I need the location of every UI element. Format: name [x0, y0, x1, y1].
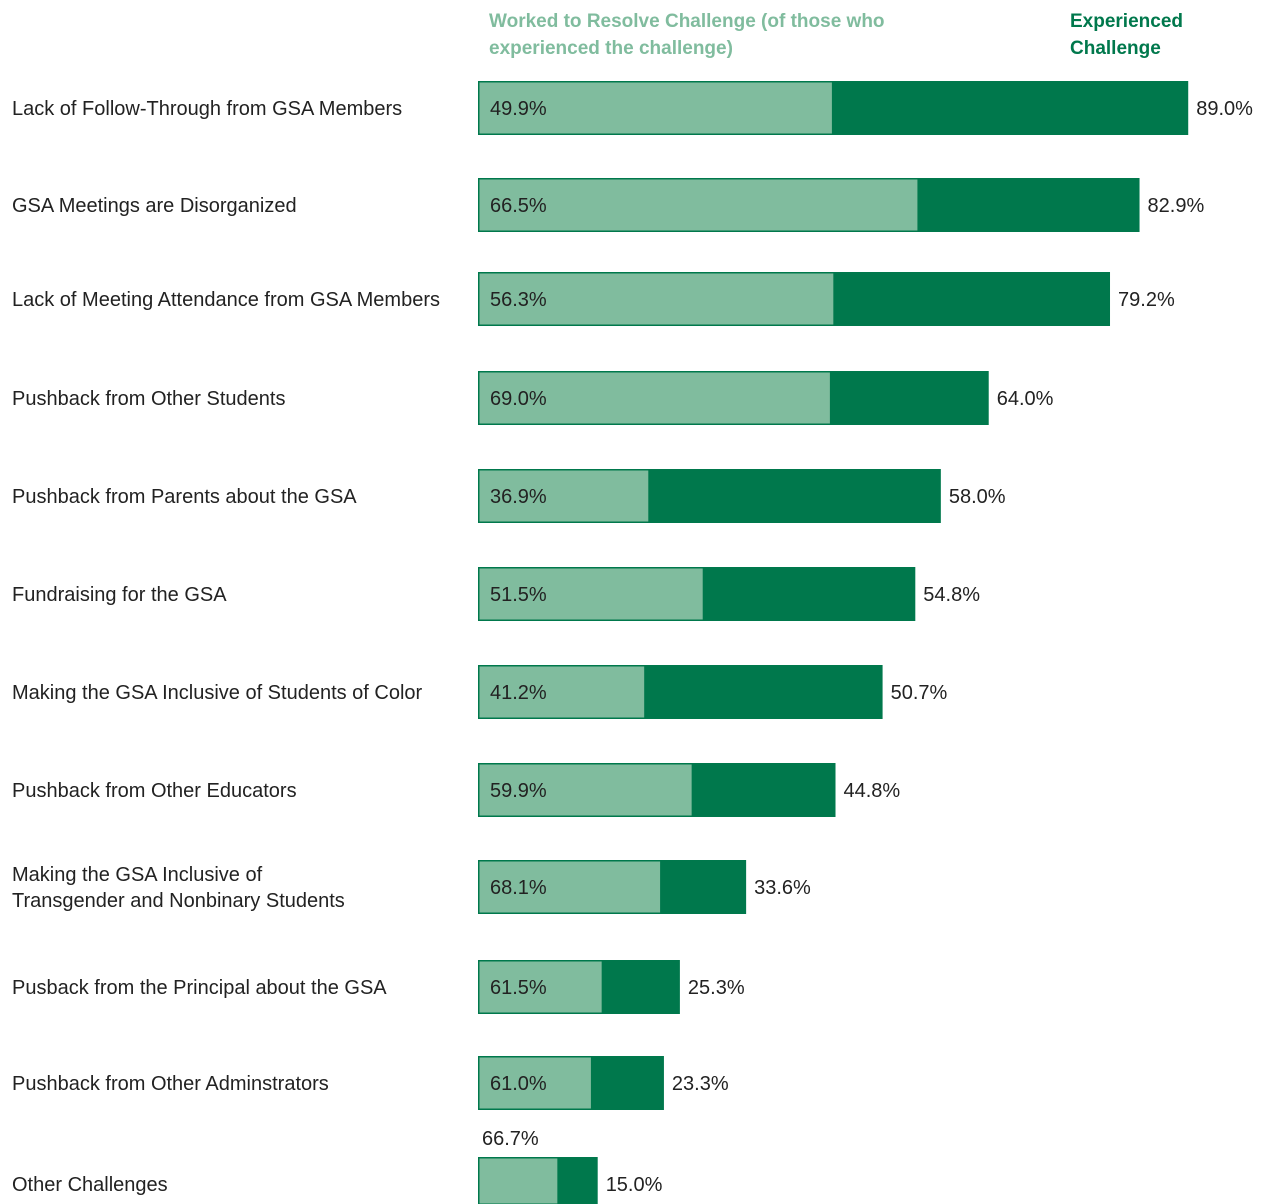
experienced-value-label: 50.7% [891, 682, 948, 704]
category-label: Fundraising for the GSA [12, 584, 227, 606]
category-label: Making the GSA Inclusive of Transgender a… [12, 864, 345, 912]
worked-to-resolve-value-label: 68.1% [490, 877, 547, 899]
category-label: Pushback from Parents about the GSA [12, 486, 357, 508]
experienced-value-label: 33.6% [754, 877, 811, 899]
experienced-value-label: 23.3% [672, 1073, 729, 1095]
worked-to-resolve-bar [478, 1056, 592, 1110]
worked-to-resolve-bar [478, 763, 693, 817]
category-label-line: Transgender and Nonbinary Students [12, 890, 345, 912]
worked-to-resolve-value-label: 51.5% [490, 584, 547, 606]
category-label-line: Making the GSA Inclusive of [12, 864, 263, 886]
experienced-value-label: 64.0% [997, 388, 1054, 410]
worked-to-resolve-value-label: 36.9% [490, 486, 547, 508]
experienced-value-label: 82.9% [1148, 195, 1205, 217]
category-label: Pusback from the Principal about the GSA [12, 977, 387, 999]
worked-to-resolve-value-label: 66.7% [482, 1128, 539, 1150]
worked-to-resolve-value-label: 59.9% [490, 780, 547, 802]
legend-worked-to-resolve: Worked to Resolve Challenge (of those wh… [489, 11, 885, 59]
worked-to-resolve-value-label: 56.3% [490, 289, 547, 311]
worked-to-resolve-value-label: 61.0% [490, 1073, 547, 1095]
category-label: Lack of Meeting Attendance from GSA Memb… [12, 289, 440, 311]
experienced-value-label: 25.3% [688, 977, 745, 999]
worked-to-resolve-value-label: 66.5% [490, 195, 547, 217]
category-label: Lack of Follow-Through from GSA Members [12, 98, 402, 120]
category-label: Other Challenges [12, 1174, 168, 1196]
worked-to-resolve-bar [478, 371, 831, 425]
legend-experienced-challenge: Experienced Challenge [1070, 11, 1183, 59]
worked-to-resolve-bar [478, 665, 646, 719]
category-label: Pushback from Other Adminstrators [12, 1073, 329, 1095]
worked-to-resolve-bar [478, 860, 662, 914]
category-label: Pushback from Other Students [12, 388, 285, 410]
worked-to-resolve-value-label: 61.5% [490, 977, 547, 999]
worked-to-resolve-value-label: 49.9% [490, 98, 547, 120]
worked-to-resolve-value-label: 41.2% [490, 682, 547, 704]
worked-to-resolve-bar [478, 469, 650, 523]
worked-to-resolve-bar [478, 178, 919, 232]
worked-to-resolve-bar [478, 567, 704, 621]
category-label: Making the GSA Inclusive of Students of … [12, 682, 423, 704]
experienced-value-label: 44.8% [844, 780, 901, 802]
experienced-value-label: 15.0% [606, 1174, 663, 1196]
worked-to-resolve-bar [478, 1157, 559, 1204]
worked-to-resolve-value-label: 69.0% [490, 388, 547, 410]
experienced-value-label: 58.0% [949, 486, 1006, 508]
category-label: GSA Meetings are Disorganized [12, 195, 297, 217]
worked-to-resolve-bar [478, 81, 833, 135]
category-label: Pushback from Other Educators [12, 780, 297, 802]
worked-to-resolve-bar [478, 960, 603, 1014]
experienced-value-label: 54.8% [923, 584, 980, 606]
experienced-value-label: 89.0% [1196, 98, 1253, 120]
worked-to-resolve-bar [478, 272, 835, 326]
experienced-value-label: 79.2% [1118, 289, 1175, 311]
